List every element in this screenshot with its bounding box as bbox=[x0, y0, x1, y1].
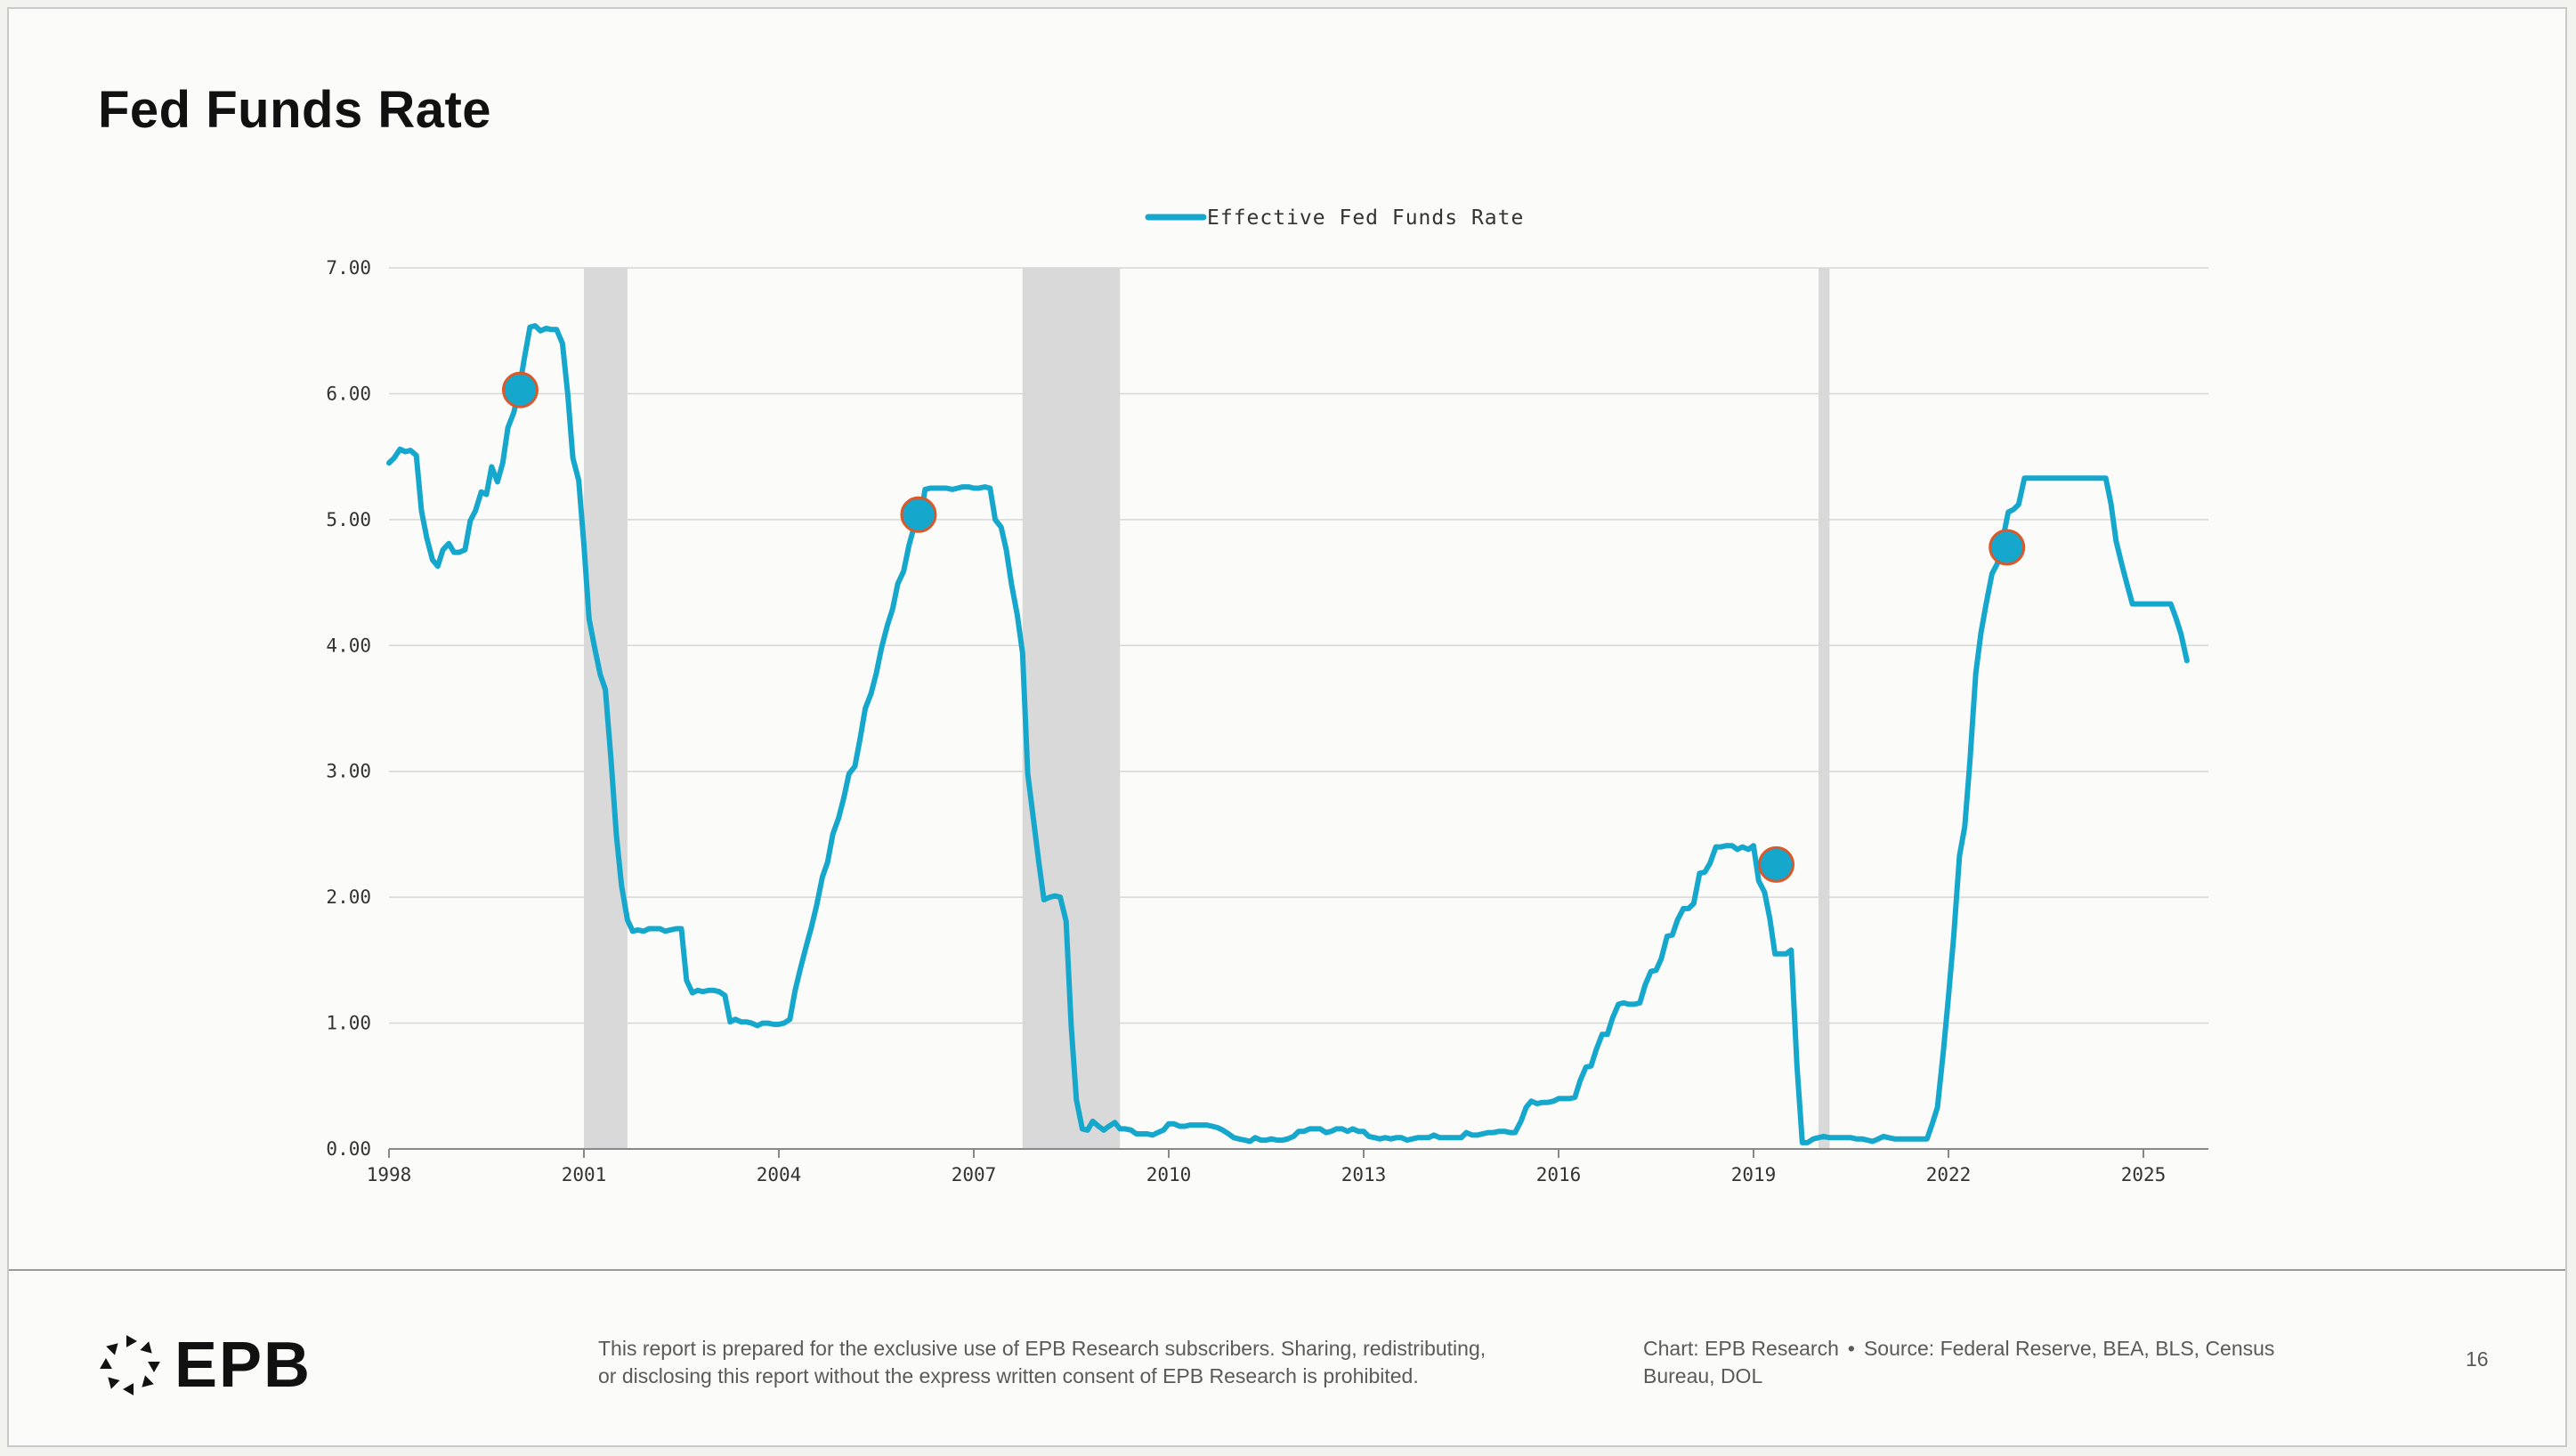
gridlines bbox=[389, 267, 2208, 1024]
y-tick-label: 0.00 bbox=[326, 1138, 371, 1160]
source-line-1: Source: Federal Reserve, BEA, BLS, Censu… bbox=[1863, 1337, 2275, 1360]
recession-shading bbox=[584, 268, 1830, 1149]
x-tick-label: 2001 bbox=[562, 1164, 607, 1185]
x-tick-label: 2007 bbox=[952, 1164, 997, 1185]
logo-burst-shard bbox=[148, 1362, 160, 1372]
source-line-2: Bureau, DOL bbox=[1643, 1364, 1763, 1387]
logo-burst-shard bbox=[142, 1375, 154, 1387]
y-tick-label: 6.00 bbox=[326, 383, 371, 404]
legend: Effective Fed Funds Rate bbox=[1145, 206, 1524, 230]
legend-label: Effective Fed Funds Rate bbox=[1207, 206, 1524, 230]
x-tick-label: 2025 bbox=[2121, 1164, 2167, 1185]
disclaimer-line-1: This report is prepared for the exclusiv… bbox=[598, 1337, 1486, 1360]
y-tick-label: 4.00 bbox=[326, 635, 371, 656]
data-marker bbox=[900, 496, 937, 533]
credit-separator: • bbox=[1847, 1337, 1855, 1360]
data-marker bbox=[501, 371, 539, 408]
series-line bbox=[386, 323, 2190, 1145]
slide: Fed Funds Rate EPB This report is prepar… bbox=[7, 7, 2567, 1447]
logo-text: EPB bbox=[174, 1330, 312, 1401]
x-tick-label: 1998 bbox=[367, 1164, 412, 1185]
x-tick-label: 2019 bbox=[1731, 1164, 1777, 1185]
logo-burst-shard bbox=[123, 1383, 134, 1395]
logo-burst-shard bbox=[100, 1358, 112, 1369]
page-title: Fed Funds Rate bbox=[98, 81, 492, 139]
logo-burst-shard bbox=[140, 1341, 152, 1354]
chart-credit: Chart: EPB Research • Source: Federal Rese… bbox=[1643, 1335, 2320, 1390]
disclaimer-line-2: or disclosing this report without the ex… bbox=[598, 1364, 1419, 1387]
axes: 0.00 1.00 2.00 3.00 4.00 5.00 6.00 7.00 1998 2001… bbox=[326, 257, 2208, 1185]
epb-logo-icon bbox=[100, 1335, 160, 1395]
disclaimer: This report is prepared for the exclusiv… bbox=[598, 1335, 1577, 1390]
chart-credit-label: Chart: EPB Research bbox=[1643, 1337, 1839, 1360]
x-tick-label: 2016 bbox=[1536, 1164, 1582, 1185]
data-marker bbox=[1758, 845, 1795, 883]
logo-burst-shard bbox=[126, 1335, 137, 1347]
data-marker bbox=[1989, 529, 2026, 566]
epb-logo: EPB bbox=[98, 1333, 312, 1397]
series-layer bbox=[386, 323, 2190, 1145]
y-tick-label: 3.00 bbox=[326, 761, 371, 782]
x-tick-label: 2004 bbox=[757, 1164, 802, 1185]
footer-divider bbox=[9, 1269, 2565, 1271]
recession-band bbox=[1819, 268, 1830, 1149]
x-tick-label: 2022 bbox=[1926, 1164, 1972, 1185]
fed-funds-chart: 0.00 1.00 2.00 3.00 4.00 5.00 6.00 7.00 1998 2001… bbox=[326, 206, 2208, 1185]
page-number: 16 bbox=[2466, 1347, 2489, 1371]
logo-burst-shard bbox=[108, 1377, 120, 1389]
y-tick-label: 2.00 bbox=[326, 886, 371, 908]
y-tick-label: 1.00 bbox=[326, 1013, 371, 1034]
marker-layer bbox=[501, 371, 2026, 883]
y-tick-label: 5.00 bbox=[326, 509, 371, 530]
x-tick-label: 2013 bbox=[1341, 1164, 1387, 1185]
y-tick-label: 7.00 bbox=[326, 257, 371, 279]
logo-burst-shard bbox=[106, 1343, 118, 1355]
x-tick-label: 2010 bbox=[1146, 1164, 1192, 1185]
